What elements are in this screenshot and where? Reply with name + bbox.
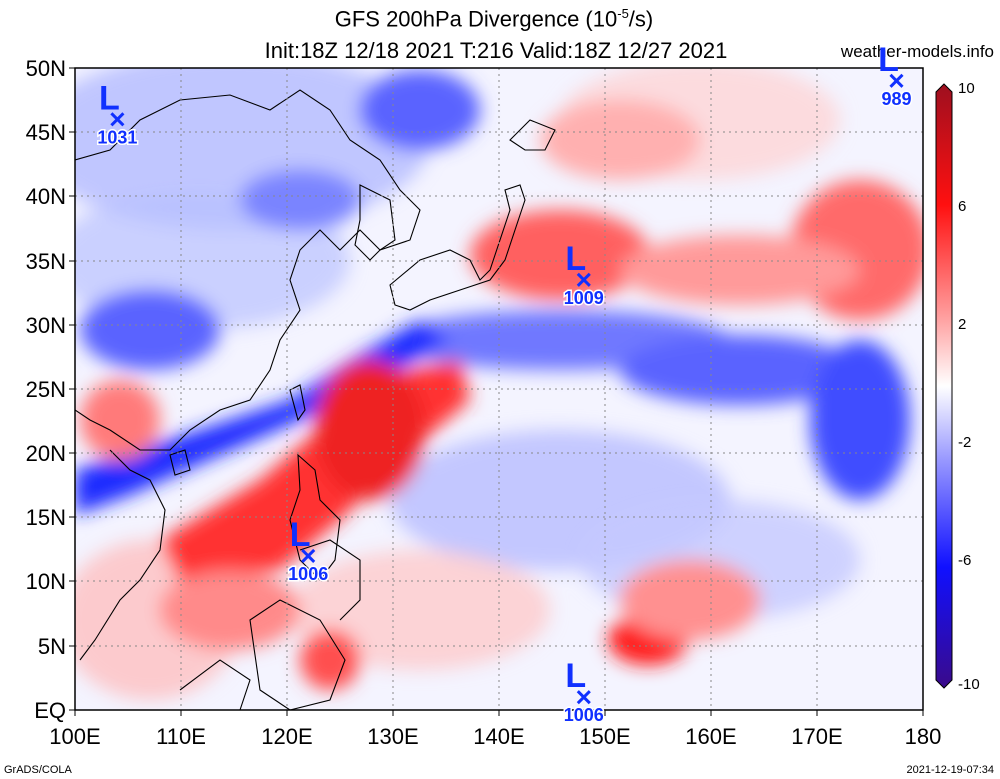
map-title: GFS 200hPa Divergence (10-5/s): [334, 6, 654, 32]
lon-label: 120E: [261, 724, 312, 749]
site-credit: weather-models.info: [840, 42, 994, 61]
low-symbol: L: [99, 79, 120, 117]
low-symbol: L: [878, 41, 899, 79]
colorbar-label: 10: [958, 80, 975, 97]
low-marker: L 1006: [562, 657, 605, 727]
graticule: [75, 68, 923, 710]
lat-label: 25N: [26, 377, 66, 402]
low-center-cross-icon: [576, 690, 591, 705]
colorbar-label: -6: [958, 552, 971, 569]
lat-label: 45N: [26, 120, 66, 145]
low-marker: L 1006: [287, 516, 330, 586]
low-symbol: L: [565, 240, 586, 278]
divergence-field: [75, 68, 923, 710]
footer-credit: GrADS/COLA: [4, 764, 72, 776]
colorbar-label: -2: [958, 434, 971, 451]
lat-label: 50N: [26, 56, 66, 81]
low-center-cross-icon: [889, 73, 904, 88]
low-center-cross-icon: [576, 272, 591, 287]
lon-label: 130E: [367, 724, 418, 749]
lat-label: 40N: [26, 184, 66, 209]
colorbar: 10 6 2 -2 -6 -10: [935, 80, 980, 693]
low-marker: L 1009: [562, 240, 605, 310]
lat-label: 5N: [38, 634, 66, 659]
colorbar-label: 2: [958, 316, 966, 333]
axis-ticks: [69, 67, 924, 716]
low-pressure-value: 1006: [564, 705, 604, 725]
map-subtitle: Init:18Z 12/18 2021 T:216 Valid:18Z 12/2…: [264, 38, 728, 63]
colorbar-label: -10: [958, 676, 980, 693]
footer-timestamp: 2021-12-19-07:34: [906, 764, 994, 776]
lat-label: 20N: [26, 441, 66, 466]
low-center-cross-icon: [301, 548, 316, 563]
lon-label: 180: [905, 724, 942, 749]
lon-label: 170E: [791, 724, 842, 749]
lat-label: 10N: [26, 569, 66, 594]
longitude-labels: 100E 110E 120E 130E 140E 150E 160E 170E …: [49, 724, 941, 749]
low-center-cross-icon: [110, 112, 125, 127]
low-symbol: L: [565, 657, 586, 695]
lon-label: 160E: [685, 724, 736, 749]
low-marker: L 1031: [96, 79, 139, 149]
latitude-labels: 50N 45N 40N 35N 30N 25N 20N 15N 10N 5N E…: [26, 56, 66, 723]
lat-label: EQ: [34, 698, 66, 723]
lon-label: 140E: [473, 724, 524, 749]
colorbar-label: 6: [958, 198, 966, 215]
lat-label: 30N: [26, 313, 66, 338]
low-symbol: L: [290, 516, 311, 554]
colorbar-labels: 10 6 2 -2 -6 -10: [958, 80, 980, 693]
lon-label: 110E: [156, 724, 206, 749]
low-pressure-value: 1006: [288, 564, 328, 584]
coastlines: [75, 89, 556, 710]
lat-label: 35N: [26, 249, 66, 274]
low-pressure-markers: L 1031 L 989 L 1009 L 1006 L 1006: [96, 41, 913, 727]
lon-label: 150E: [579, 724, 630, 749]
low-pressure-value: 989: [881, 89, 911, 109]
lat-label: 15N: [26, 505, 66, 530]
lon-label: 100E: [49, 724, 100, 749]
colorbar-gradient: [935, 83, 953, 689]
low-pressure-value: 1031: [97, 127, 137, 147]
low-marker: L 989: [878, 41, 913, 111]
low-pressure-value: 1009: [564, 288, 604, 308]
